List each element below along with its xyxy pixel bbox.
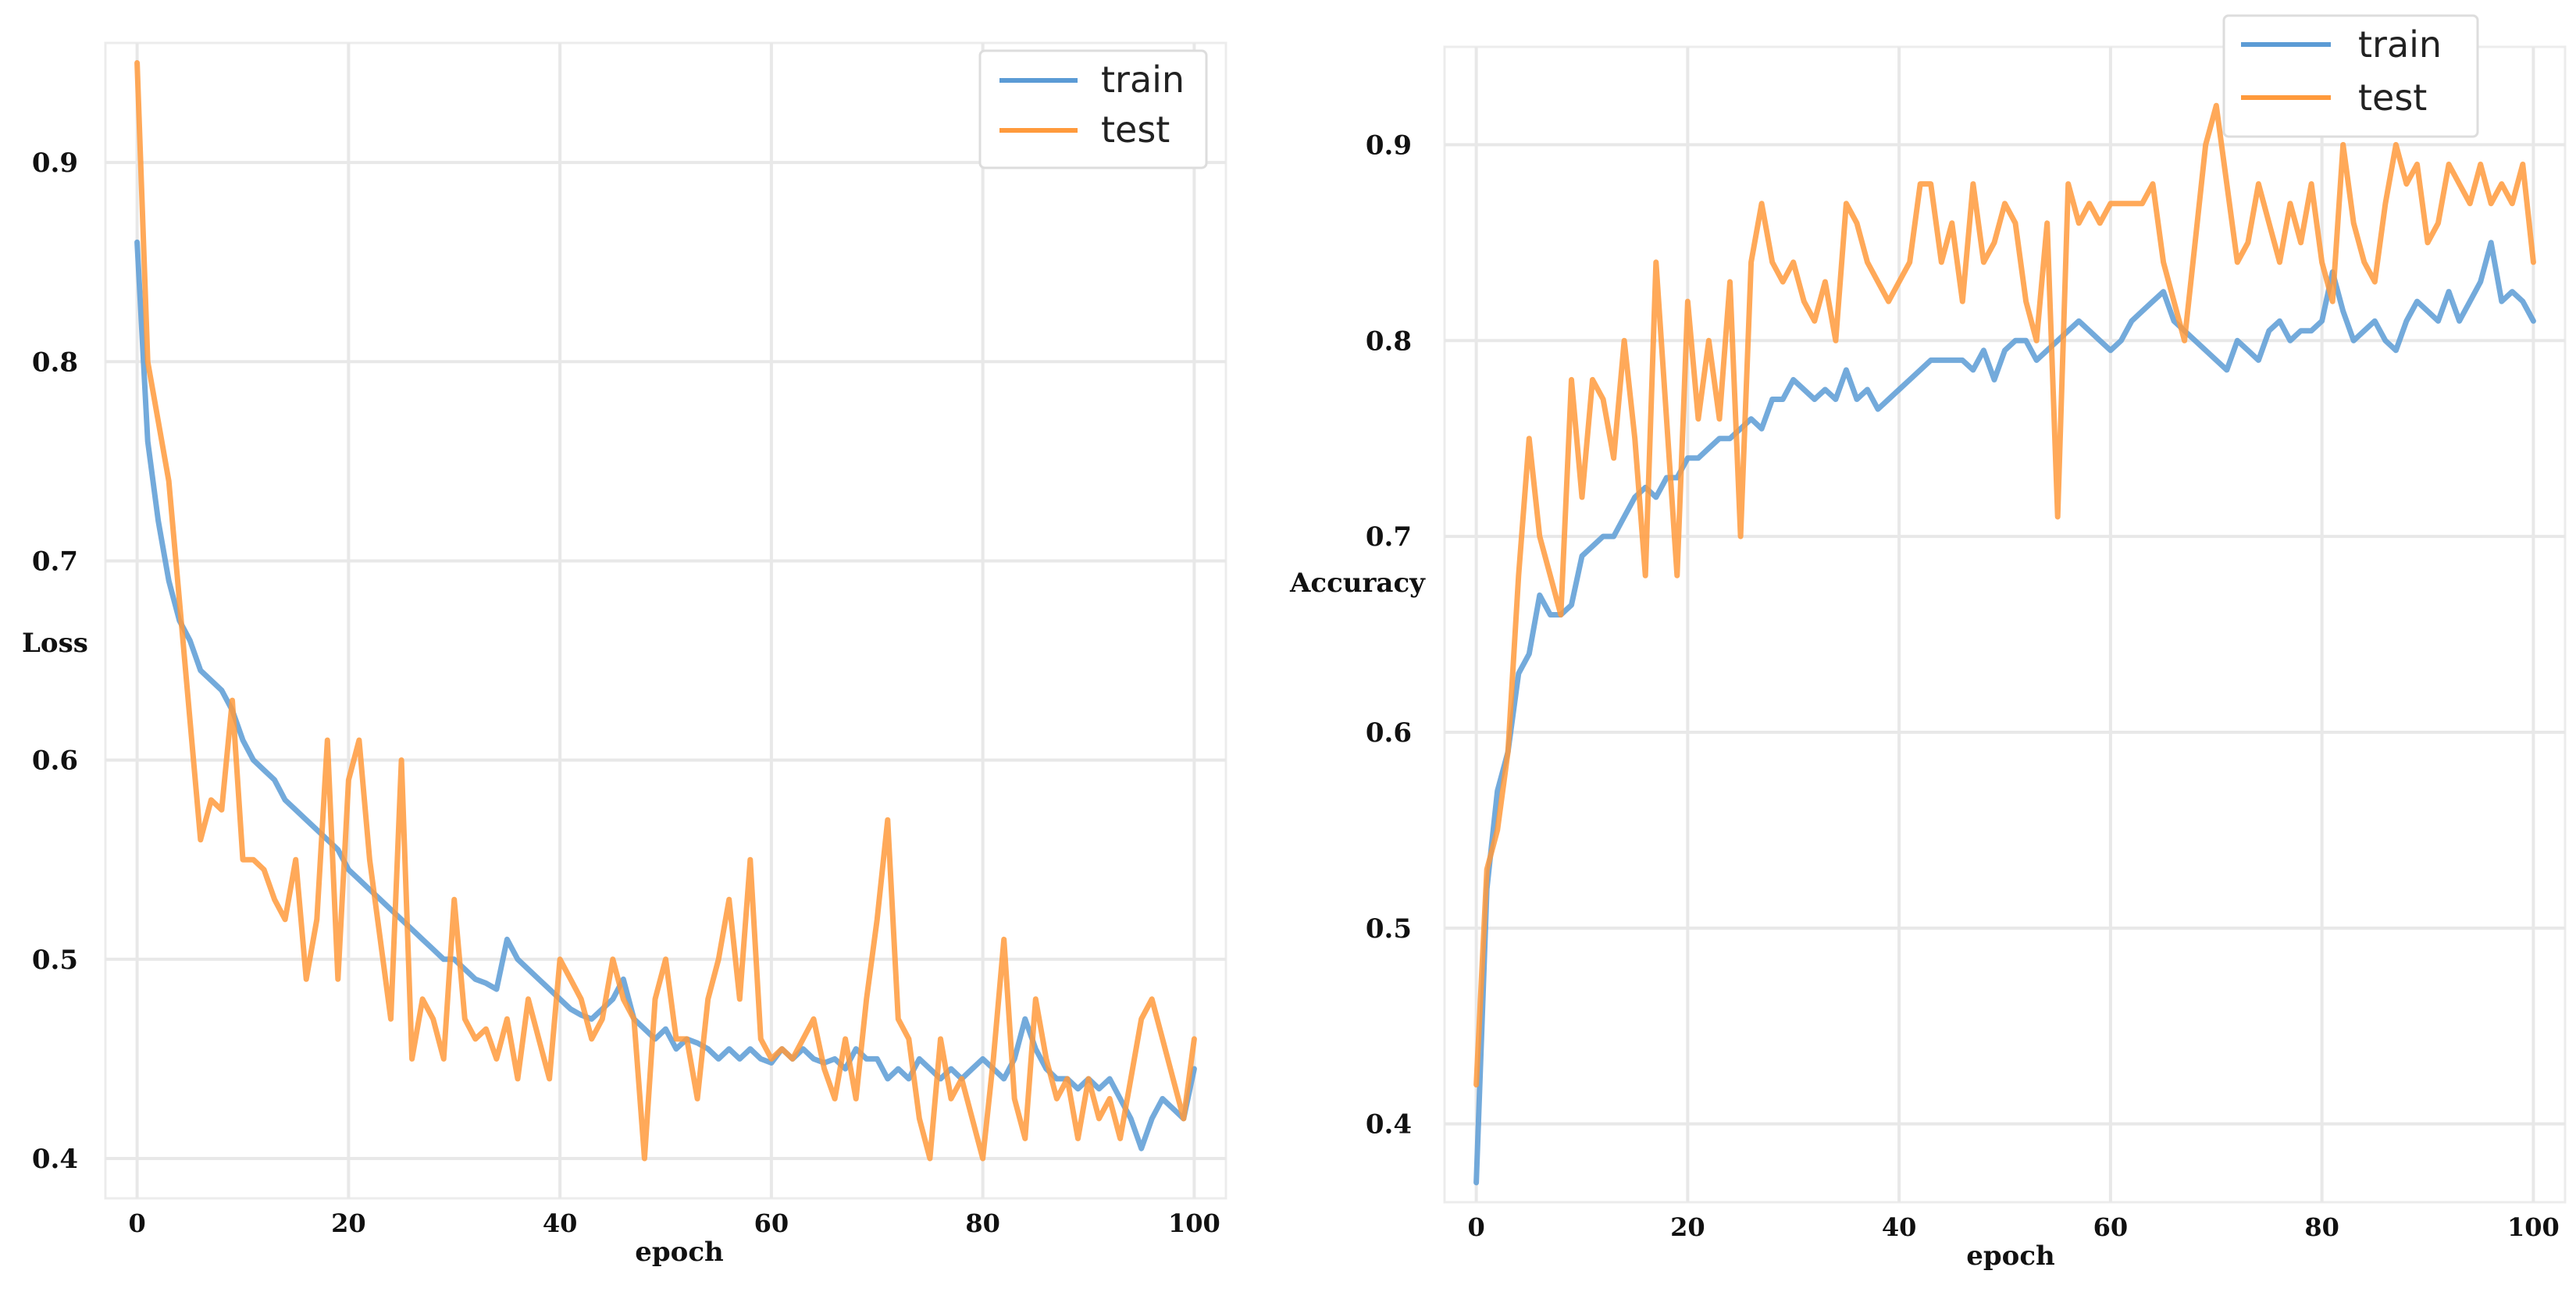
loss-gridlines bbox=[105, 43, 1226, 1198]
accuracy-xtick-label: 20 bbox=[1670, 1212, 1705, 1242]
loss-test-line bbox=[134, 60, 1197, 1162]
accuracy-xlabel: epoch bbox=[1966, 1240, 2055, 1272]
loss-ytick-label: 0.4 bbox=[32, 1144, 78, 1175]
accuracy-xtick-label: 40 bbox=[1882, 1212, 1917, 1242]
loss-legend-train-label: train bbox=[1101, 59, 1185, 101]
accuracy-xtick-label: 0 bbox=[1467, 1212, 1484, 1242]
loss-train-line bbox=[134, 239, 1197, 1151]
loss-xtick-label: 20 bbox=[331, 1208, 366, 1238]
accuracy-series-group bbox=[1473, 102, 2536, 1186]
loss-tick-labels: 0 20 40 60 80 100 0.4 0.5 0.6 0.7 0.8 0.9 bbox=[32, 148, 1220, 1238]
accuracy-ytick-label: 0.4 bbox=[1366, 1109, 1412, 1141]
loss-ytick-label: 0.9 bbox=[32, 148, 78, 179]
loss-legend: train test bbox=[978, 49, 1208, 169]
accuracy-ytick-label: 0.8 bbox=[1366, 326, 1412, 357]
accuracy-legend-train-label: train bbox=[2358, 23, 2442, 66]
accuracy-train-line bbox=[1473, 240, 2536, 1186]
accuracy-xtick-label: 60 bbox=[2093, 1212, 2129, 1242]
accuracy-plot-area bbox=[1443, 45, 2567, 1204]
loss-ytick-label: 0.5 bbox=[32, 945, 78, 976]
accuracy-tick-labels: 0 20 40 60 80 100 0.4 0.5 0.6 0.7 0.8 0.9 bbox=[1366, 130, 2560, 1242]
loss-legend-test-label: test bbox=[1101, 109, 1170, 151]
accuracy-test-line bbox=[1473, 102, 2536, 1087]
loss-plot-area bbox=[104, 41, 1227, 1200]
loss-chart: 0 20 40 60 80 100 0.4 0.5 0.6 0.7 0.8 0.9 Loss epoc… bbox=[22, 41, 1227, 1268]
loss-xlabel: epoch bbox=[635, 1237, 724, 1268]
loss-xtick-label: 100 bbox=[1168, 1208, 1220, 1238]
loss-ylabel: Loss bbox=[22, 628, 88, 659]
loss-ytick-label: 0.8 bbox=[32, 347, 78, 378]
accuracy-legend: train test bbox=[2222, 14, 2479, 138]
accuracy-legend-test-label: test bbox=[2358, 77, 2427, 119]
loss-ytick-label: 0.7 bbox=[32, 546, 78, 577]
loss-xtick-label: 40 bbox=[543, 1208, 578, 1238]
accuracy-ytick-label: 0.5 bbox=[1366, 913, 1412, 945]
accuracy-xtick-label: 80 bbox=[2304, 1212, 2339, 1242]
loss-series-group bbox=[134, 60, 1197, 1162]
accuracy-xtick-label: 100 bbox=[2507, 1212, 2560, 1242]
loss-xtick-label: 80 bbox=[965, 1208, 1000, 1238]
accuracy-ytick-label: 0.9 bbox=[1366, 130, 1412, 161]
loss-ytick-label: 0.6 bbox=[32, 746, 78, 777]
accuracy-ytick-label: 0.6 bbox=[1366, 717, 1412, 749]
loss-xtick-label: 0 bbox=[128, 1208, 145, 1238]
loss-xtick-label: 60 bbox=[754, 1208, 789, 1238]
accuracy-ylabel: Accuracy bbox=[1289, 568, 1426, 599]
accuracy-ytick-label: 0.7 bbox=[1366, 521, 1412, 553]
accuracy-gridlines bbox=[1445, 47, 2565, 1202]
